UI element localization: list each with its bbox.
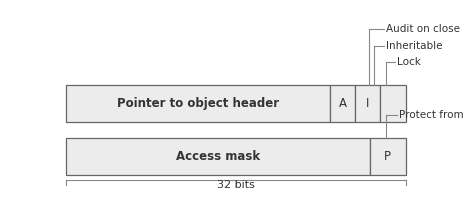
Text: Access mask: Access mask bbox=[176, 150, 260, 163]
Bar bbox=[330, 85, 355, 122]
Bar bbox=[381, 85, 406, 122]
Text: Audit on close: Audit on close bbox=[386, 24, 460, 34]
Bar bbox=[370, 138, 406, 175]
Bar bbox=[65, 85, 330, 122]
Text: Pointer to object header: Pointer to object header bbox=[117, 97, 279, 110]
Text: P: P bbox=[384, 150, 391, 163]
Text: A: A bbox=[339, 97, 347, 110]
Bar bbox=[355, 85, 381, 122]
Text: Lock: Lock bbox=[397, 57, 421, 67]
Text: Protect from close: Protect from close bbox=[399, 110, 467, 120]
Text: 32 bits: 32 bits bbox=[217, 180, 255, 190]
Text: I: I bbox=[366, 97, 369, 110]
Text: Inheritable: Inheritable bbox=[386, 41, 442, 51]
Bar bbox=[65, 138, 370, 175]
